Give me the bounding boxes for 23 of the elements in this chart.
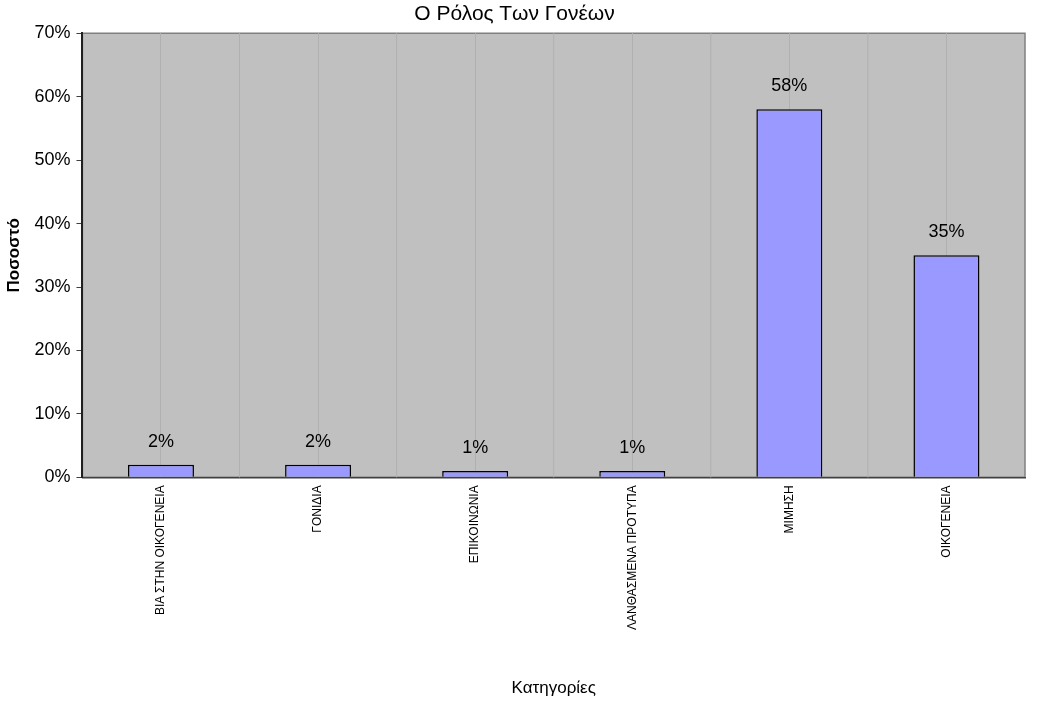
y-tick-label: 20%	[34, 339, 71, 360]
x-axis-title: Κατηγορίες	[511, 678, 596, 698]
x-tick-label: ΒΙΑ ΣΤΗΝ ΟΙΚΟΓΕΝΕΙΑ	[153, 485, 168, 616]
data-label: 1%	[462, 436, 489, 457]
x-tick-label: ΟΙΚΟΓΕΝΕΙΑ	[938, 485, 953, 558]
x-tick-label: ΕΠΙΚΟΙΝΩΝΙΑ	[467, 485, 482, 564]
x-tick-label: ΛΑΝΘΑΣΜΕΝΑ ΠΡΟΤΥΠΑ	[624, 485, 639, 630]
data-label: 2%	[147, 430, 174, 451]
y-tick-label: 70%	[34, 22, 71, 43]
x-tick-label: ΓΟΝΙΔΙΑ	[310, 485, 325, 533]
data-label: 1%	[619, 436, 646, 457]
y-axis-title: Ποσοστό	[3, 218, 23, 293]
y-tick-label: 60%	[34, 85, 71, 106]
data-label: 35%	[928, 221, 965, 242]
y-tick-label: 50%	[34, 149, 71, 170]
y-tick-label: 40%	[34, 212, 71, 233]
data-label: 2%	[305, 430, 332, 451]
x-tick-label: ΜΙΜΗΣΗ	[781, 485, 796, 534]
y-tick-label: 0%	[44, 466, 71, 487]
y-tick-label: 30%	[34, 275, 71, 296]
data-label: 58%	[771, 75, 808, 96]
chart-title: Ο Ρόλος Των Γονέων	[414, 1, 615, 25]
y-tick-label: 10%	[34, 402, 71, 423]
